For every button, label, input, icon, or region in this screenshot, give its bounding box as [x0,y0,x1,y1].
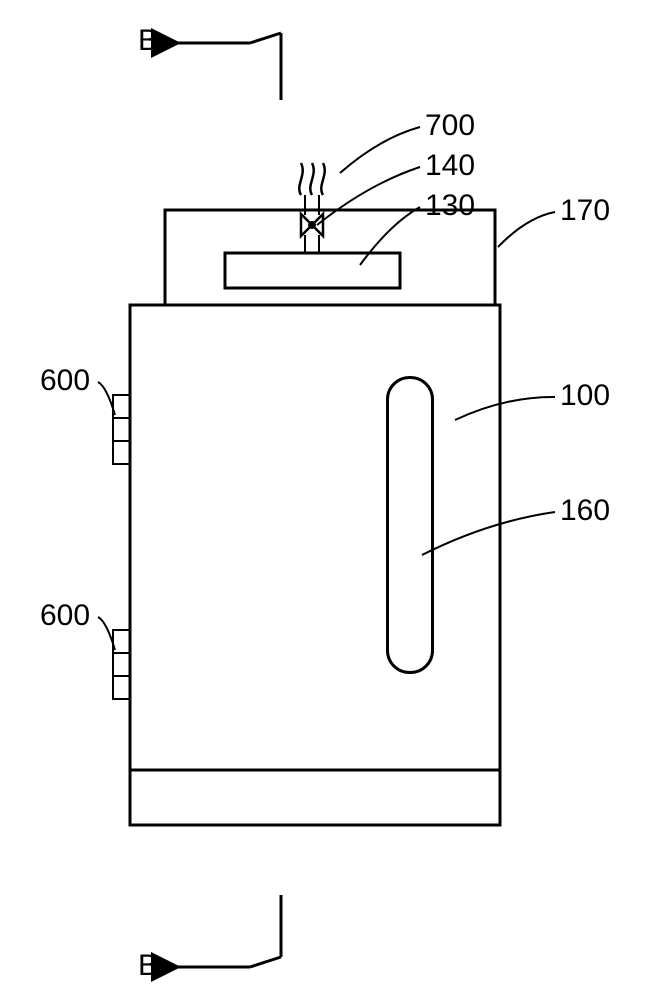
main-body [130,305,500,825]
callout-600_lower: 600 [40,599,90,632]
callout-130: 130 [425,189,475,222]
leader-700 [340,127,420,173]
technical-diagram: B B 700 140 130 170 100 160 600 600 [0,0,662,1000]
callout-700: 700 [425,109,475,142]
callout-140: 140 [425,149,475,182]
vapor-line [299,163,302,195]
callout-160: 160 [560,494,610,527]
leader-130 [360,207,420,265]
callout-100: 100 [560,379,610,412]
vapor-line [310,163,313,195]
vapor-line [321,163,324,195]
section-label-bottom: B [138,949,158,982]
leader-170 [498,212,555,247]
valve-center [308,221,316,229]
hinge-1 [113,630,130,699]
hinge-0 [113,395,130,464]
slot-window [388,378,433,673]
callout-170: 170 [560,194,610,227]
callout-600_upper: 600 [40,364,90,397]
section-label-top: B [138,24,158,57]
top-housing [165,210,495,305]
leader-160 [422,512,555,555]
leader-100 [455,397,555,420]
tray [225,253,400,288]
